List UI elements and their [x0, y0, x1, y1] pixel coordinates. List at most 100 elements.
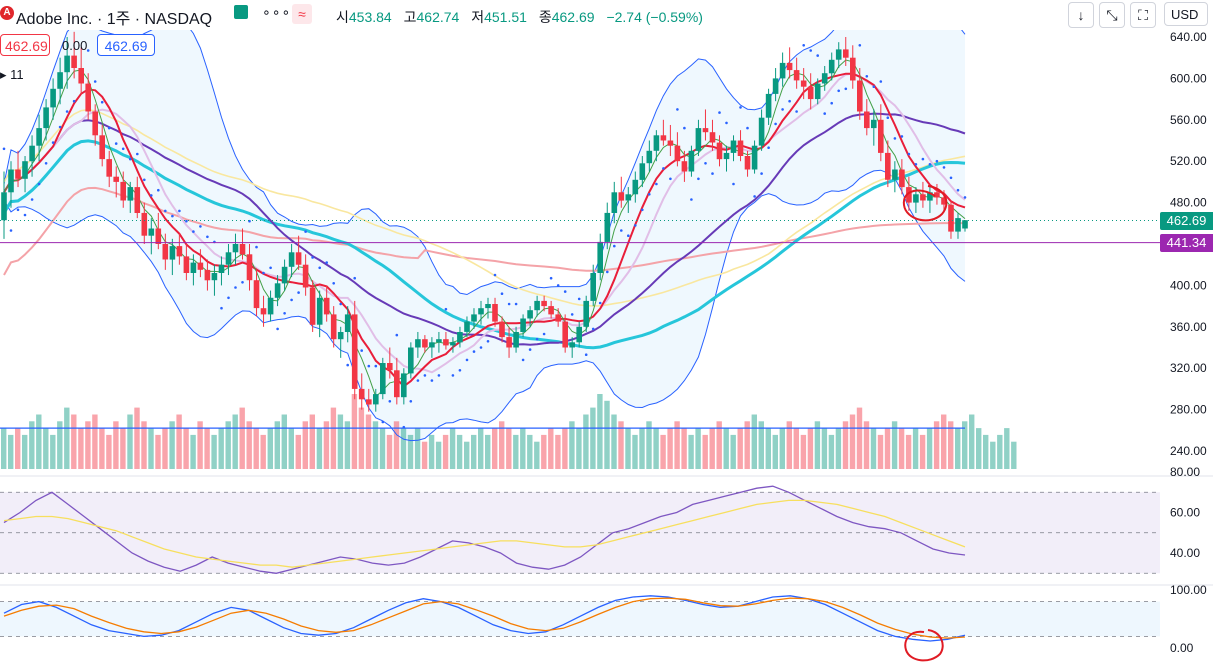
candle-body	[730, 140, 737, 153]
candle-body	[344, 314, 351, 332]
price-tick-label: 520.00	[1170, 154, 1207, 168]
volume-bar	[78, 428, 84, 469]
sar-dot	[318, 266, 322, 270]
wave-icon[interactable]: ≈	[292, 4, 312, 24]
volume-bar	[842, 421, 849, 469]
sar-dot	[23, 213, 27, 217]
down-arrow-button[interactable]: ↓	[1068, 2, 1094, 28]
volume-bar	[323, 421, 330, 469]
volume-bar	[520, 428, 526, 469]
candle-body	[899, 169, 905, 188]
sar-dot	[51, 141, 55, 144]
candle-body	[422, 339, 428, 348]
annotation-circle	[904, 629, 944, 662]
ohlc-low-label: 저	[471, 9, 485, 25]
volume-bar	[723, 428, 729, 469]
candle-body	[274, 283, 281, 298]
volume-bar	[688, 434, 694, 469]
sar-dot	[150, 194, 153, 197]
candle-body	[197, 262, 204, 270]
sar-dot	[437, 374, 441, 377]
candle-body	[618, 192, 625, 201]
sar-dot	[879, 80, 883, 83]
candle-body	[934, 192, 940, 198]
sar-dot	[753, 195, 756, 198]
sar-dot	[816, 54, 819, 57]
candle-body	[155, 228, 162, 244]
sar-dot	[914, 163, 918, 166]
volume-bar	[983, 434, 989, 469]
sar-dot	[360, 349, 364, 352]
sar-dot	[662, 167, 665, 170]
sar-dot	[795, 110, 798, 113]
sar-dot	[107, 126, 111, 130]
stoch-d-line	[3, 597, 966, 639]
sar-dot	[44, 162, 48, 165]
fullscreen-button[interactable]: ⤡	[1099, 2, 1125, 28]
volume-bar	[393, 421, 400, 469]
volume-bar	[71, 414, 77, 469]
price-tick-label: 480.00	[1170, 196, 1207, 210]
candle-body	[415, 339, 421, 348]
sar-dot	[521, 358, 525, 362]
symbol-title[interactable]: Adobe Inc. · 1주 · NASDAQ	[16, 11, 213, 28]
screenshot-button[interactable]: ⛶	[1130, 2, 1156, 28]
sar-dot	[409, 400, 413, 403]
volume-bar	[386, 434, 393, 469]
candle-body	[941, 197, 947, 205]
volume-bar	[442, 434, 449, 469]
candle-body	[267, 297, 274, 315]
volume-bar	[478, 428, 484, 469]
candle-body	[520, 318, 526, 332]
sar-dot	[830, 101, 833, 105]
sar-dot	[388, 400, 392, 403]
sar-dot	[353, 276, 357, 280]
sar-dot	[935, 159, 939, 163]
volume-bar	[43, 428, 49, 469]
volume-bar	[667, 428, 673, 469]
volume-bar	[148, 428, 154, 469]
candle-body	[821, 73, 828, 84]
sar-dot	[114, 142, 118, 145]
candle-body	[127, 187, 134, 201]
volume-bar	[449, 428, 456, 469]
price-tick-label: 560.00	[1170, 113, 1207, 127]
volume-bar	[330, 407, 337, 469]
candle-body	[232, 244, 239, 253]
price-chip[interactable]: 462.69	[0, 34, 50, 56]
sar-dot	[192, 230, 195, 233]
currency-selector[interactable]: USD	[1164, 2, 1208, 26]
sar-dot	[956, 188, 960, 192]
candle-body	[927, 192, 933, 201]
candle-body	[702, 128, 709, 133]
candle-body	[281, 266, 288, 284]
ohlc-close-label: 종	[538, 9, 552, 25]
candle-body	[429, 342, 435, 348]
candle-body	[793, 70, 800, 81]
candle-body	[864, 111, 870, 129]
candle-body	[113, 176, 119, 182]
volume-bar	[583, 414, 589, 469]
bb-value-chip[interactable]: 462.69	[97, 34, 155, 56]
candle-body	[401, 373, 407, 398]
sar-dot	[164, 209, 167, 213]
volume-bar	[534, 441, 540, 469]
volume-bar	[877, 434, 884, 469]
sar-dot	[963, 196, 967, 199]
rsi-tick-label: 40.00	[1170, 546, 1200, 560]
sar-dot	[143, 178, 146, 182]
volume-bar	[106, 434, 112, 469]
sar-dot	[16, 208, 20, 212]
sar-dot	[136, 152, 139, 156]
sar-dot	[199, 225, 202, 228]
candle-body	[541, 300, 547, 307]
volume-bar	[155, 434, 161, 469]
volume-bar	[190, 434, 196, 469]
more-icon[interactable]: ∘∘∘	[262, 4, 292, 20]
price-tick-label: 640.00	[1170, 30, 1207, 44]
candle-body	[288, 252, 295, 267]
sar-dot	[781, 108, 784, 111]
candle-body	[920, 194, 926, 201]
volume-bar	[99, 428, 105, 469]
